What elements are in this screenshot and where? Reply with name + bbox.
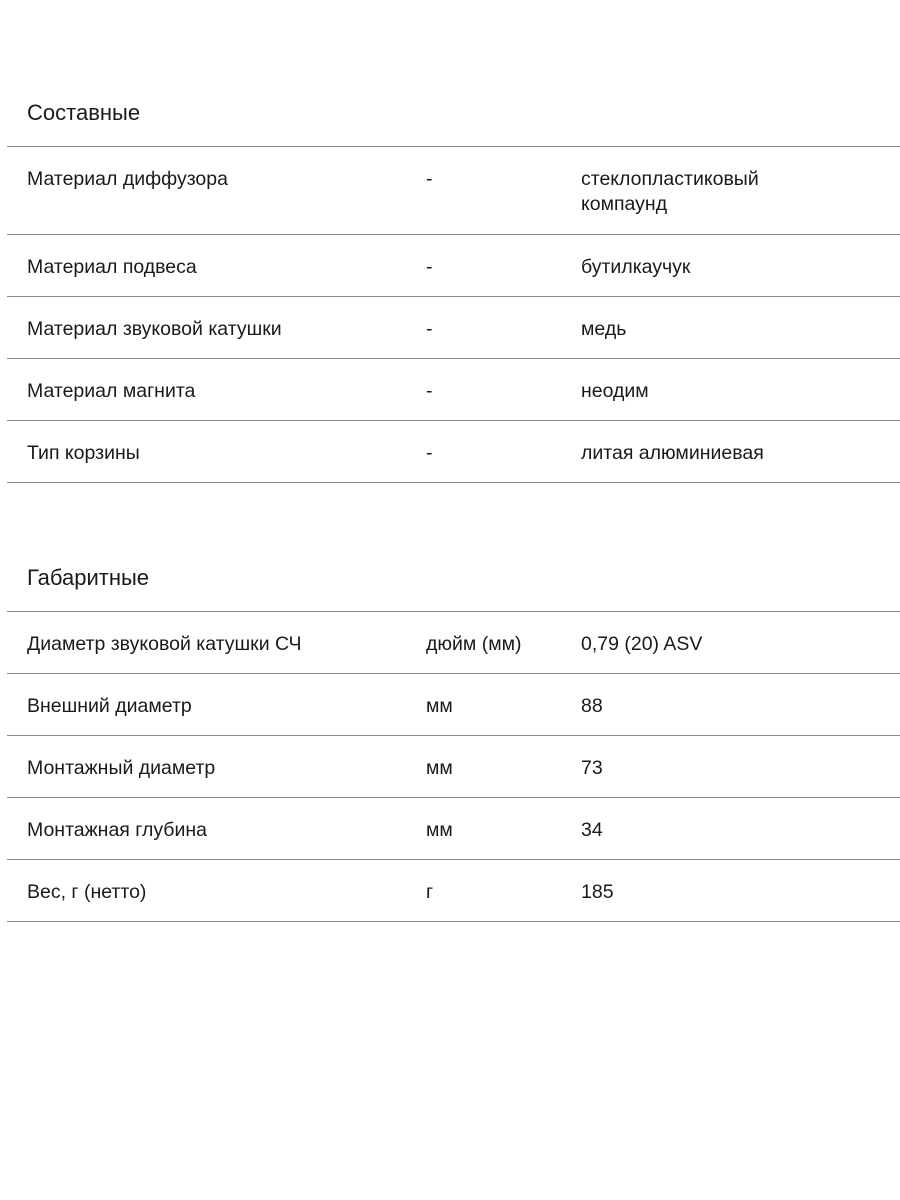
spec-value: неодим	[581, 380, 649, 402]
spec-name: Материал звуковой катушки	[27, 318, 282, 340]
spec-unit: дюйм (мм)	[426, 633, 522, 655]
spec-unit: -	[426, 380, 433, 402]
spec-value: литая алюминиевая	[581, 442, 764, 464]
spec-value: 73	[581, 757, 603, 779]
spec-unit: мм	[426, 757, 453, 779]
spec-unit: -	[426, 442, 433, 464]
spec-value: бутилкаучук	[581, 256, 691, 278]
spec-unit: -	[426, 318, 433, 340]
table-row: Материал звуковой катушки - медь	[7, 297, 900, 359]
spec-value: 88	[581, 695, 603, 717]
spec-value: медь	[581, 318, 627, 340]
spec-name: Материал магнита	[27, 380, 196, 402]
spec-unit: г	[426, 881, 434, 903]
table-row: Материал магнита - неодим	[7, 359, 900, 421]
spec-name: Монтажная глубина	[27, 819, 207, 841]
section-dimensions: Габаритные Диаметр звуковой катушки СЧ д…	[7, 561, 900, 922]
spec-value: 185	[581, 881, 614, 903]
table-row: Вес, г (нетто) г 185	[7, 860, 900, 922]
table-row: Материал подвеса - бутилкаучук	[7, 235, 900, 297]
table-row: Монтажная глубина мм 34	[7, 798, 900, 860]
section-composite: Составные Материал диффузора - стеклопла…	[7, 96, 900, 483]
section-title: Составные	[7, 96, 900, 147]
spec-unit: -	[426, 168, 433, 190]
spec-value: стеклопластиковый компаунд	[581, 168, 759, 215]
table-row: Тип корзины - литая алюминиевая	[7, 421, 900, 483]
table-row: Внешний диаметр мм 88	[7, 674, 900, 736]
spec-name: Монтажный диаметр	[27, 757, 216, 779]
spec-name: Диаметр звуковой катушки СЧ	[27, 633, 302, 655]
spec-name: Материал подвеса	[27, 256, 197, 278]
spec-value: 0,79 (20) ASV	[581, 633, 703, 655]
table-row: Диаметр звуковой катушки СЧ дюйм (мм) 0,…	[7, 612, 900, 674]
table-row: Материал диффузора - стеклопластиковый к…	[7, 147, 900, 235]
spec-unit: мм	[426, 695, 453, 717]
spec-name: Вес, г (нетто)	[27, 881, 147, 903]
section-title: Габаритные	[7, 561, 900, 612]
spec-unit: мм	[426, 819, 453, 841]
spec-unit: -	[426, 256, 433, 278]
spec-value: 34	[581, 819, 603, 841]
table-row: Монтажный диаметр мм 73	[7, 736, 900, 798]
spec-name: Материал диффузора	[27, 168, 228, 190]
spec-name: Тип корзины	[27, 442, 140, 464]
spec-name: Внешний диаметр	[27, 695, 192, 717]
